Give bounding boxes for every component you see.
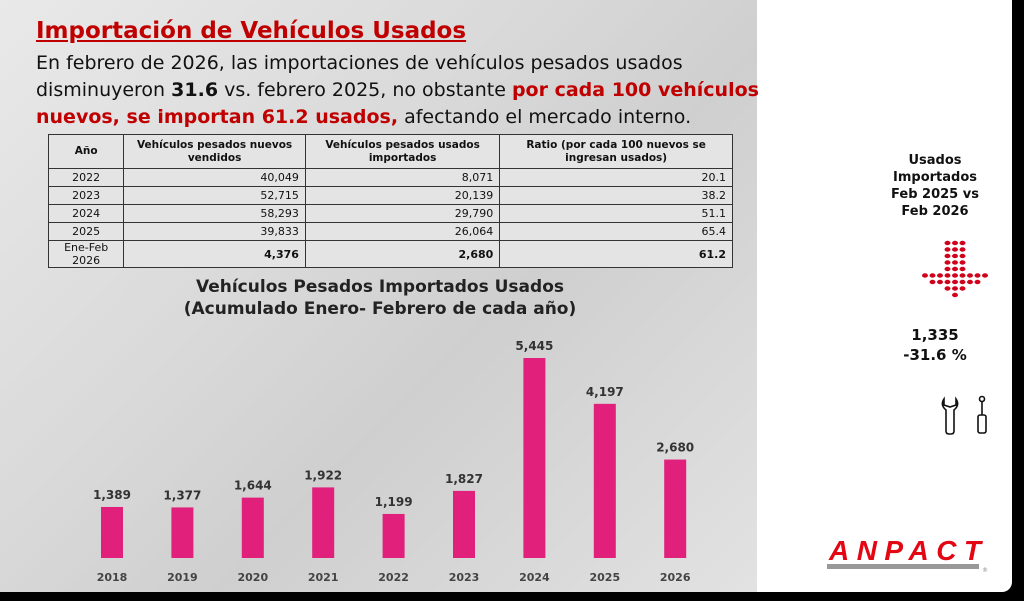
tools-icon [941,395,987,435]
data-label: 5,445 [515,339,553,353]
column-header: Vehículos pesados nuevos vendidos [123,134,306,169]
data-label: 1,377 [163,488,201,502]
table-cell: 2022 [47,168,125,187]
table-cell: 26,064 [304,222,501,241]
summary-text: En febrero de 2026, las importaciones de… [36,50,776,131]
data-label: 4,197 [586,385,624,399]
x-tick-label: 2025 [589,571,620,584]
table-cell: 4,376 [123,240,306,268]
summary-highlight: por cada 100 vehículos nuevos, se import… [36,79,759,128]
chart-subtitle: (Acumulado Enero- Febrero de cada año) [183,299,577,319]
bar [312,487,335,558]
table-cell: 2025 [47,222,125,241]
table-row: 2024 58,293 29,790 51.1 [47,204,733,223]
data-label: 1,644 [234,479,272,493]
svg-text:®: ® [982,567,988,574]
data-table: Año Vehículos pesados nuevos vendidos Vehí… [47,134,733,268]
table-cell: 39,833 [123,222,306,241]
change-value: 1,335 [911,326,959,344]
bar [241,497,264,558]
down-arrow-icon [922,240,988,298]
chart-title-text: Vehículos Pesados Importados Usados [196,277,564,297]
column-header: Ratio (por cada 100 nuevos se ingresan u… [499,134,733,169]
bar [101,506,123,558]
summary-part: afectando el mercado interno. [398,106,692,128]
bar [171,507,194,558]
table-row: 2025 39,833 26,064 65.4 [47,222,733,241]
table-cell: 61.2 [499,240,733,268]
table-row: 2022 40,049 8,071 20.1 [47,168,733,187]
x-tick-label: 2020 [237,571,268,584]
x-tick-label: 2018 [97,571,128,584]
table-cell: 20.1 [499,168,733,187]
table-cell: 65.4 [499,222,733,241]
left-panel [0,0,757,592]
summary-highlight: 31.6 [171,79,219,101]
table-cell: 40,049 [123,168,306,187]
bar [593,403,616,558]
x-tick-label: 2024 [519,571,550,584]
data-label: 1,389 [93,488,131,502]
data-label: 1,922 [304,468,342,482]
bar [523,358,546,558]
bar [664,459,687,558]
table-row: Ene-Feb 2026 4,376 2,680 61.2 [47,240,733,268]
table-cell: 2024 [47,204,125,223]
anpact-logo: ANPACT ® [827,535,988,574]
table-cell: 2023 [47,186,125,205]
table-cell: 2,680 [304,240,501,268]
side-values: 1,335 -31.6 % [880,325,990,365]
table-cell: 20,139 [304,186,501,205]
slide: Importación de Vehículos Usados En febre… [0,0,1012,592]
summary-part: En febrero de 2026, las importaciones de… [36,52,683,101]
table-cell: Ene-Feb 2026 [47,240,125,268]
bar-chart: 1,389 2018 1,377 2019 1,644 2020 1,922 2021 1,19… [93,339,694,584]
column-header: Vehículos pesados usados importados [304,134,501,169]
bar [453,490,475,558]
x-tick-label: 2022 [378,571,409,584]
x-tick-label: 2026 [660,571,691,584]
page-title: Importación de Vehículos Usados [36,18,467,44]
table-cell: 52,715 [123,186,306,205]
table-cell: 58,293 [123,204,306,223]
table-cell: 8,071 [304,168,501,187]
column-header: Año [47,134,125,169]
data-label: 2,680 [656,441,694,455]
table-cell: 51.1 [499,204,733,223]
bar [382,513,405,558]
summary-part: vs. febrero 2025, no obstante [218,79,512,101]
x-tick-label: 2019 [167,571,198,584]
change-percent: -31.6 % [903,346,967,364]
table-cell: 38.2 [499,186,733,205]
x-tick-label: 2023 [449,571,480,584]
table-cell: 29,790 [304,204,501,223]
svg-text:ANPACT: ANPACT [828,535,984,566]
data-label: 1,199 [375,495,413,509]
chart-title: Vehículos Pesados Importados Usados (Acum… [100,276,660,320]
x-tick-label: 2021 [308,571,339,584]
side-title: Usados Importados Feb 2025 vs Feb 2026 [891,153,979,219]
data-label: 1,827 [445,472,483,486]
table-row: 2023 52,715 20,139 38.2 [47,186,733,205]
